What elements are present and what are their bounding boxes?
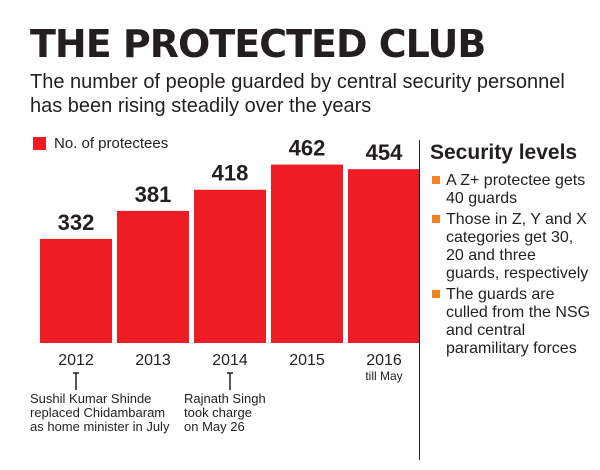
annotation-2014: Rajnath Singh took charge on May 26 xyxy=(184,391,266,434)
square-bullet-icon xyxy=(432,290,440,298)
security-levels-list: A Z+ protectee gets 40 guards Those in Z… xyxy=(432,172,592,361)
security-level-text: A Z+ protectee gets 40 guards xyxy=(446,172,586,207)
security-level-text: Those in Z, Y and X categories get 30, 2… xyxy=(446,211,589,282)
annotation-2012: Sushil Kumar Shinde replaced Chidambaram… xyxy=(30,391,170,434)
security-level-item: The guards are culled from the NSG and c… xyxy=(432,286,592,358)
sidebar-divider xyxy=(419,140,420,460)
security-level-item: A Z+ protectee gets 40 guards xyxy=(432,172,592,208)
bar-2015 xyxy=(271,164,343,343)
sidebar-title: Security levels xyxy=(430,141,578,164)
data-label-2015: 462 xyxy=(289,136,326,161)
security-level-text: The guards are culled from the NSG and c… xyxy=(446,286,591,357)
bar-2016 xyxy=(348,169,420,343)
legend-swatch xyxy=(33,137,46,150)
chart-legend: No. of protectees xyxy=(33,135,168,152)
x-tick-label-2014: 2014 xyxy=(212,352,248,369)
bar-2012 xyxy=(40,238,112,343)
x-tick-sublabel-2016: till May xyxy=(365,369,402,383)
security-level-item: Those in Z, Y and X categories get 30, 2… xyxy=(432,211,592,283)
bar-2013 xyxy=(117,210,189,343)
bar-chart: 332 2012 381 2013 418 2014 462 2015 454 2016till … xyxy=(40,136,420,390)
chart-subtitle: The number of people guarded by central … xyxy=(30,71,565,117)
data-label-2013: 381 xyxy=(135,182,172,207)
data-label-2012: 332 xyxy=(58,210,95,235)
data-label-2014: 418 xyxy=(212,161,249,186)
square-bullet-icon xyxy=(432,176,440,184)
x-tick-label-2013: 2013 xyxy=(135,352,171,369)
bar-2014 xyxy=(194,189,266,343)
legend-label: No. of protectees xyxy=(54,135,169,152)
x-tick-label-2016: 2016 xyxy=(366,352,402,369)
data-label-2016: 454 xyxy=(366,140,403,165)
x-tick-label-2012: 2012 xyxy=(58,352,94,369)
chart-title: THE PROTECTED CLUB xyxy=(30,22,486,66)
x-tick-label-2015: 2015 xyxy=(289,352,325,369)
square-bullet-icon xyxy=(432,215,440,223)
